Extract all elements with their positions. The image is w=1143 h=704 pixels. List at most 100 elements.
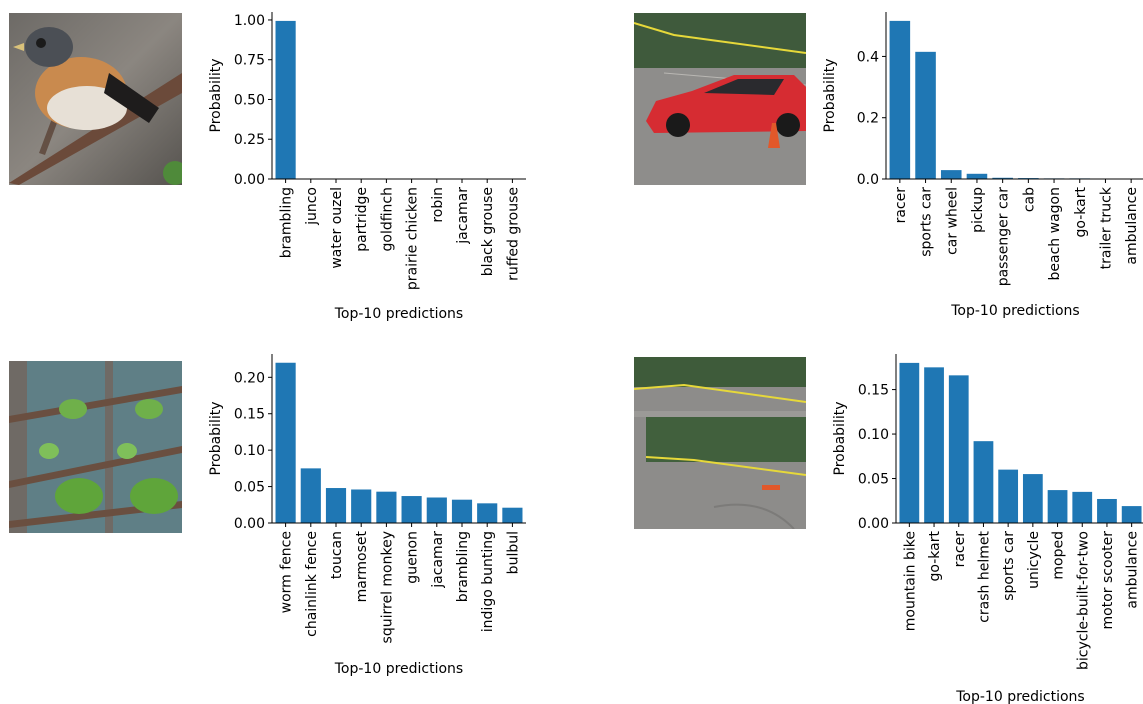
y-tick-label: 0.4 xyxy=(857,49,879,65)
x-tick-label: brambling xyxy=(279,187,295,258)
x-tick-label: worm fence xyxy=(279,531,295,613)
bar-2 xyxy=(300,468,321,523)
bar-5 xyxy=(992,177,1013,179)
shuffled-bird-thumbnail xyxy=(9,361,182,533)
y-axis-title: Probability xyxy=(832,401,848,475)
x-tick-label: motor scooter xyxy=(1100,531,1116,630)
x-axis-title: Top-10 predictions xyxy=(334,306,463,322)
bar-1 xyxy=(275,362,296,523)
y-tick-label: 1.00 xyxy=(234,13,265,29)
bar-1 xyxy=(889,20,911,180)
y-tick-label: 0.15 xyxy=(234,407,265,423)
x-axis-title: Top-10 predictions xyxy=(950,303,1079,319)
car-prediction-chart: 0.0 0.2 0.4 racer sports car car wheel pickup p… xyxy=(822,12,1143,319)
y-tick-label: 0.00 xyxy=(234,172,265,188)
bar-8 xyxy=(1072,491,1093,523)
x-tick-label: sports car xyxy=(919,187,935,257)
x-tick-label: mountain bike xyxy=(902,531,918,631)
shuffled-car-prediction-chart: 0.00 0.05 0.10 0.15 mountain bike go-kart race… xyxy=(832,354,1143,704)
x-tick-label: cab xyxy=(1021,187,1037,212)
shuffled-car-thumbnail xyxy=(634,357,806,529)
y-tick-label: 0.0 xyxy=(857,172,879,188)
x-tick-label: unicycle xyxy=(1026,531,1042,589)
bar-9 xyxy=(1097,498,1117,523)
x-tick-label: ruffed grouse xyxy=(505,187,521,281)
bar-7 xyxy=(426,497,447,523)
bird-thumbnail xyxy=(9,13,182,185)
y-tick-label: 0.05 xyxy=(858,472,889,488)
y-tick-label: 0.10 xyxy=(234,443,265,459)
bar-10 xyxy=(1121,506,1142,523)
x-tick-label: prairie chicken xyxy=(405,187,421,290)
x-tick-label: water ouzel xyxy=(329,187,345,269)
bar-5 xyxy=(376,491,397,523)
x-axis-title: Top-10 predictions xyxy=(955,689,1084,704)
y-tick-label: 0.10 xyxy=(858,427,889,443)
x-tick-label: chainlink fence xyxy=(304,531,320,637)
bar-7 xyxy=(1047,490,1068,523)
bar-4 xyxy=(351,489,372,523)
shuffled-bird-prediction-chart: 0.00 0.05 0.10 0.15 0.20 worm fence chainlink … xyxy=(208,354,526,677)
x-tick-label: pickup xyxy=(970,187,986,233)
y-tick-label: 0.50 xyxy=(234,92,265,108)
x-tick-label: passenger car xyxy=(996,187,1012,287)
y-tick-label: 0.00 xyxy=(234,516,265,532)
bar-6 xyxy=(401,496,422,523)
x-tick-label: car wheel xyxy=(944,187,960,255)
bar-10 xyxy=(502,507,523,523)
y-tick-label: 0.25 xyxy=(234,132,265,148)
bar-2 xyxy=(924,367,944,523)
x-tick-label: black grouse xyxy=(480,187,496,276)
y-tick-label: 0.05 xyxy=(234,480,265,496)
x-tick-label: toucan xyxy=(329,531,345,579)
bar-3 xyxy=(940,170,962,179)
y-tick-label: 0.2 xyxy=(857,111,879,127)
bar-8 xyxy=(451,499,473,523)
x-tick-label: racer xyxy=(952,531,968,568)
y-tick-label: 0.15 xyxy=(858,383,889,399)
x-tick-label: beach wagon xyxy=(1047,187,1063,280)
x-tick-label: go-kart xyxy=(927,530,943,581)
bar-3 xyxy=(325,488,347,523)
bar-6 xyxy=(1022,474,1043,523)
x-tick-label: robin xyxy=(430,187,446,223)
x-tick-label: jacamar xyxy=(430,531,446,589)
x-tick-label: indigo bunting xyxy=(480,531,496,632)
bar-1 xyxy=(275,20,296,180)
x-tick-label: trailer truck xyxy=(1098,186,1114,269)
y-tick-label: 0.20 xyxy=(234,370,265,386)
bar-2 xyxy=(915,51,936,179)
y-axis-title: Probability xyxy=(208,401,224,475)
x-tick-label: ambulance xyxy=(1125,531,1141,609)
car-thumbnail xyxy=(634,13,806,185)
x-tick-label: junco xyxy=(304,187,320,226)
x-tick-label: go-kart xyxy=(1073,186,1089,237)
bird-prediction-chart: 0.00 0.25 0.50 0.75 1.00 brambling junco water … xyxy=(208,12,526,322)
bar-9 xyxy=(477,503,498,523)
x-tick-label: moped xyxy=(1051,531,1067,580)
bar-4 xyxy=(973,441,994,523)
x-axis-title: Top-10 predictions xyxy=(334,661,463,677)
x-tick-label: bicycle-built-for-two xyxy=(1075,531,1091,670)
x-tick-label: bulbul xyxy=(505,531,521,574)
x-tick-label: racer xyxy=(893,187,909,224)
x-tick-label: partridge xyxy=(354,187,370,252)
x-tick-label: jacamar xyxy=(455,187,471,245)
y-axis-title: Probability xyxy=(208,58,224,132)
x-tick-label: sports car xyxy=(1001,531,1017,601)
x-tick-label: goldfinch xyxy=(379,187,395,252)
bar-3 xyxy=(948,375,969,523)
y-tick-label: 0.75 xyxy=(234,53,265,69)
bar-1 xyxy=(899,362,920,523)
x-tick-label: squirrel monkey xyxy=(379,531,395,643)
x-tick-label: brambling xyxy=(455,531,471,602)
x-tick-label: marmoset xyxy=(354,530,370,602)
x-tick-label: guenon xyxy=(405,531,421,584)
bar-5 xyxy=(998,469,1019,523)
y-tick-label: 0.00 xyxy=(858,516,889,532)
bar-4 xyxy=(966,173,988,179)
x-tick-label: ambulance xyxy=(1124,187,1140,265)
y-axis-title: Probability xyxy=(822,58,838,132)
x-tick-label: crash helmet xyxy=(976,530,992,622)
